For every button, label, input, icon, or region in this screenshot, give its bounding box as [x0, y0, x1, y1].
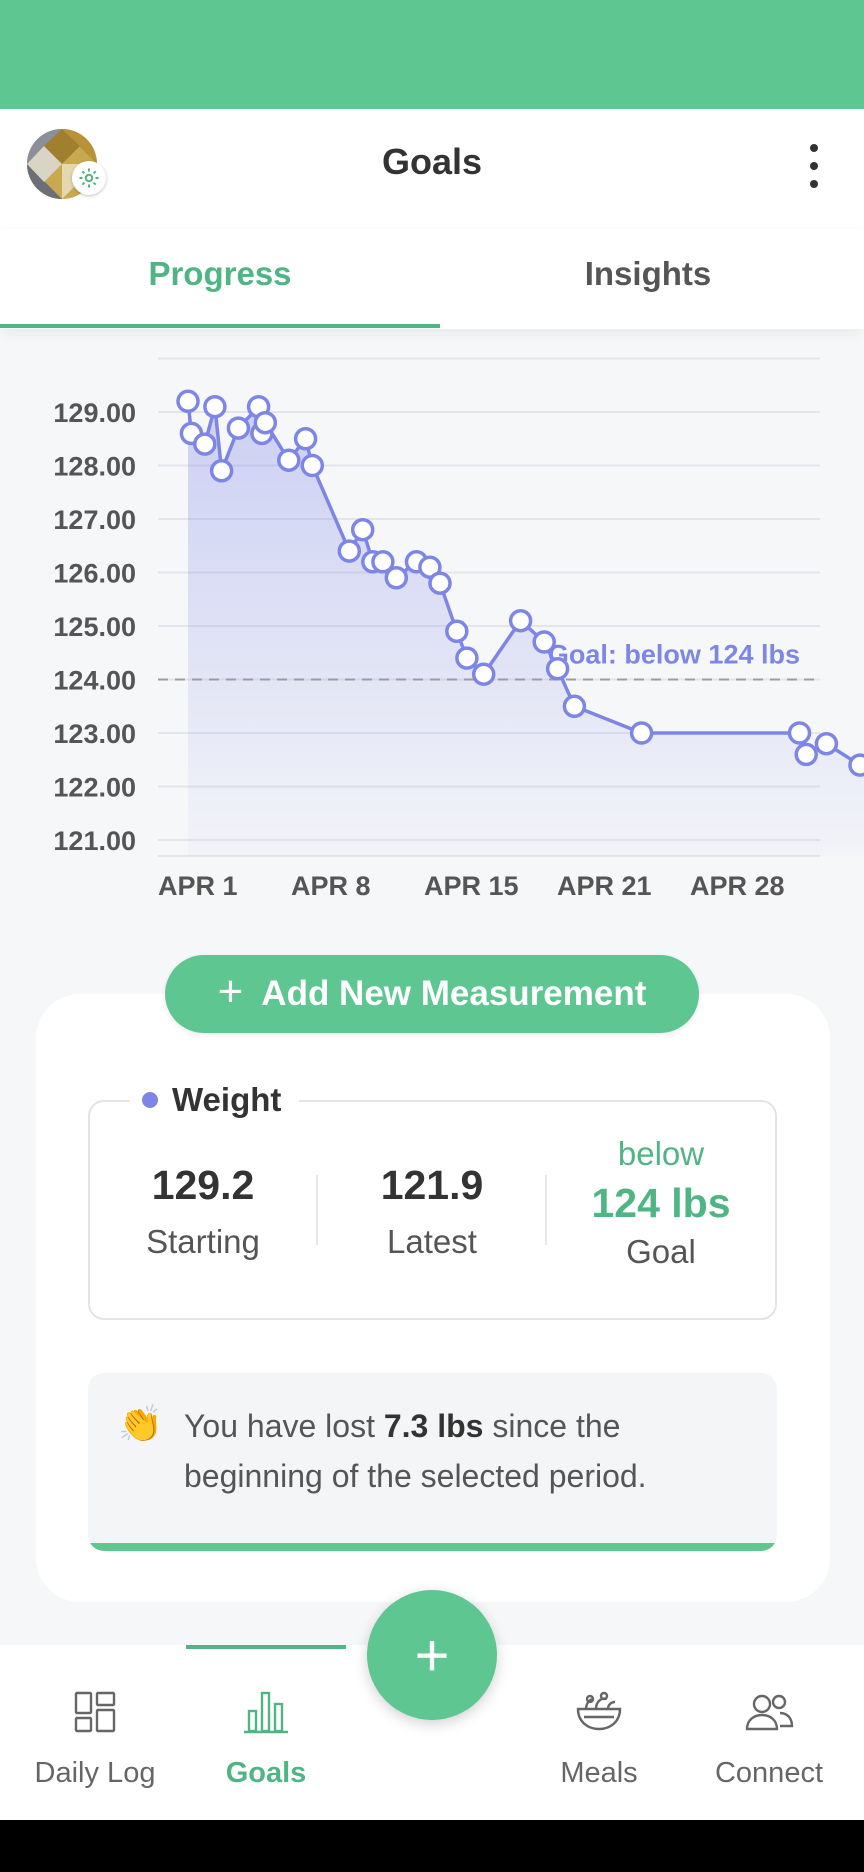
status-bar	[0, 0, 864, 109]
daily-log-icon	[74, 1691, 116, 1733]
stat-divider	[316, 1175, 318, 1245]
tab-insights[interactable]: Insights	[584, 255, 712, 292]
data-point	[300, 453, 325, 478]
data-point	[455, 646, 479, 670]
x-tick-label: APR 28	[690, 871, 785, 901]
data-point	[428, 571, 452, 595]
data-point	[794, 742, 818, 767]
y-tick-label: 123.00	[53, 719, 136, 749]
system-navigation-bar	[0, 1820, 864, 1872]
page-title: Goals	[381, 141, 483, 182]
starting-value: 129.2	[151, 1162, 255, 1208]
progress-message-text: You have lost 7.3 lbs since the beginnin…	[184, 1408, 647, 1494]
add-fab-button[interactable]: +	[367, 1590, 497, 1720]
starting-label: Starting	[146, 1223, 260, 1260]
y-tick-label: 124.00	[53, 666, 136, 696]
goal-label: Goal	[626, 1233, 696, 1270]
data-point	[532, 630, 556, 654]
goal-prefix: below	[617, 1135, 705, 1172]
weight-chart-svg: 129.00 128.00 127.00 126.00 125.00 124.00 123.…	[53, 357, 864, 901]
people-icon	[745, 1694, 794, 1731]
y-tick-label: 129.00	[53, 398, 136, 428]
y-tick-label: 126.00	[53, 559, 136, 589]
data-point	[545, 657, 570, 681]
nav-label-connect: Connect	[714, 1757, 823, 1789]
y-tick-label: 127.00	[53, 505, 136, 535]
data-point	[787, 721, 812, 745]
data-point	[337, 539, 362, 563]
x-tick-label: APR 8	[291, 871, 371, 901]
app-header: Goals	[0, 109, 864, 229]
data-point	[629, 721, 654, 745]
x-tick-label: APR 21	[557, 871, 652, 901]
weight-legend: Weight	[130, 1080, 300, 1120]
nav-connect[interactable]: Connect	[679, 1645, 859, 1820]
y-tick-label: 121.00	[53, 826, 136, 856]
x-tick-label: APR 1	[158, 871, 238, 901]
latest-value: 121.9	[380, 1162, 484, 1208]
data-point	[371, 550, 395, 574]
y-tick-label: 122.00	[53, 773, 136, 803]
data-point	[277, 448, 301, 472]
tab-progress[interactable]: Progress	[148, 255, 292, 292]
data-point	[814, 731, 839, 756]
plus-icon: +	[414, 1621, 450, 1689]
data-point	[176, 389, 200, 414]
weight-chart: 129.00 128.00 127.00 126.00 125.00 124.00 123.…	[0, 350, 864, 920]
goal-line-label: Goal: below 124 lbs	[548, 640, 800, 670]
y-tick-label: 125.00	[53, 612, 136, 642]
bar-chart-icon	[244, 1691, 288, 1734]
progress-message-bar	[88, 1543, 777, 1551]
nav-meals[interactable]: Meals	[509, 1645, 689, 1820]
nav-label-goals: Goals	[225, 1757, 307, 1789]
stat-latest: 121.9 Latest	[327, 1150, 537, 1264]
more-vertical-icon[interactable]	[804, 144, 824, 188]
goal-value: 124 lbs	[591, 1180, 731, 1226]
data-point	[293, 427, 318, 451]
gear-icon[interactable]	[72, 161, 106, 195]
weight-stats-box	[88, 1100, 777, 1320]
data-point	[848, 753, 864, 777]
progress-message: 👏 You have lost 7.3 lbs since the beginn…	[88, 1373, 777, 1551]
active-nav-indicator	[186, 1645, 346, 1649]
data-point	[253, 410, 278, 435]
data-point	[508, 608, 533, 633]
stat-goal: below 124 lbs Goal	[556, 1132, 766, 1274]
plus-icon: +	[217, 967, 244, 1016]
data-point	[562, 694, 587, 719]
nav-label-meals: Meals	[560, 1757, 638, 1789]
data-point	[203, 394, 227, 419]
nav-label-daily-log: Daily Log	[34, 1757, 156, 1789]
tab-bar: Progress Insights	[0, 229, 864, 329]
clapping-hands-icon: 👏	[118, 1403, 163, 1444]
data-point	[471, 662, 496, 686]
legend-dot	[142, 1092, 158, 1108]
data-point	[445, 619, 469, 644]
data-point	[209, 459, 234, 483]
add-new-measurement-button[interactable]: + Add New Measurement	[165, 955, 699, 1033]
data-point	[193, 432, 217, 456]
latest-label: Latest	[387, 1223, 477, 1260]
data-point	[350, 517, 375, 542]
data-point	[226, 416, 251, 440]
meal-bowl-icon	[576, 1691, 622, 1731]
add-new-measurement-label: Add New Measurement	[261, 974, 647, 1013]
nav-daily-log[interactable]: Daily Log	[5, 1645, 185, 1820]
data-point	[384, 566, 409, 590]
x-tick-label: APR 15	[424, 871, 519, 901]
legend-label: Weight	[172, 1081, 282, 1118]
stat-starting: 129.2 Starting	[98, 1150, 308, 1264]
stat-divider	[545, 1175, 547, 1245]
nav-goals[interactable]: Goals	[176, 1645, 356, 1820]
bottom-nav: Daily Log Goals Meals Connect	[0, 1645, 864, 1820]
active-tab-indicator	[0, 324, 440, 328]
y-tick-label: 128.00	[53, 452, 136, 482]
lost-amount: 7.3 lbs	[383, 1408, 484, 1444]
